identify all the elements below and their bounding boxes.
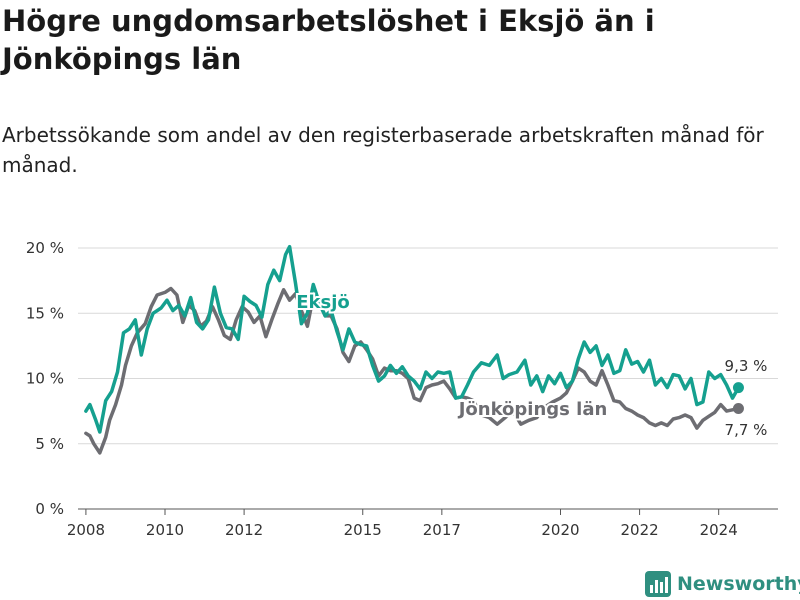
series-end-point (732, 382, 744, 394)
series-label-jonkopings-lan: Jönköpings län (457, 399, 608, 420)
x-tick-label: 2008 (67, 521, 105, 539)
x-tick-label: 2017 (423, 521, 461, 539)
x-tick-label: 2024 (700, 521, 738, 539)
brand-name: Newsworthy (677, 573, 800, 595)
end-value-eksjo: 9,3 % (725, 357, 768, 375)
y-tick-label: 10 % (26, 370, 64, 388)
x-tick-label: 2020 (541, 521, 579, 539)
newsworthy-logo: Newsworthy (645, 570, 800, 598)
chart-subtitle: Arbetssökande som andel av den registerb… (2, 123, 764, 177)
series-label-eksjo: Eksjö (296, 292, 350, 313)
x-tick-label: 2010 (146, 521, 184, 539)
x-tick-label: 2015 (344, 521, 382, 539)
chart-title: Högre ungdomsarbetslöshet i Eksjö än i J… (2, 4, 655, 76)
y-tick-label: 15 % (26, 304, 64, 322)
series-line-eksj- (84, 244, 741, 434)
x-tick-label: 2022 (620, 521, 658, 539)
bar-chart-icon (645, 571, 671, 597)
y-tick-label: 0 % (35, 500, 64, 518)
x-tick-label: 2012 (225, 521, 263, 539)
series-end-point (732, 403, 744, 415)
y-tick-label: 20 % (26, 239, 64, 257)
y-tick-label: 5 % (35, 435, 64, 453)
end-value-jonkopings-lan: 7,7 % (725, 421, 768, 439)
